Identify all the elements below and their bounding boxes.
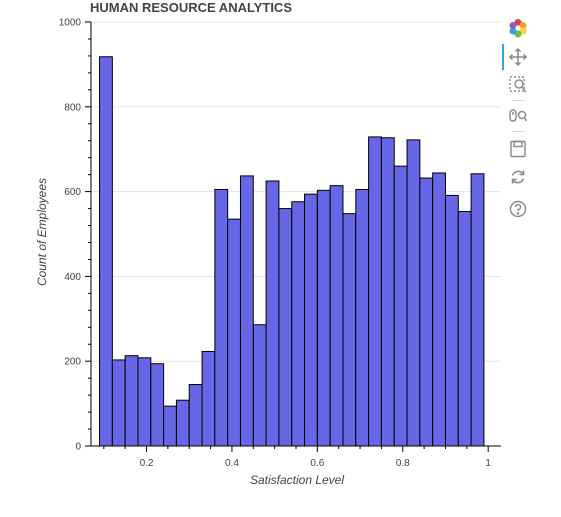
help-icon[interactable] [508, 199, 528, 219]
bokeh-logo-icon[interactable] [508, 18, 528, 38]
y-tick-label: 0 [75, 442, 81, 453]
histogram-bar [444, 194, 459, 447]
y-tick-label: 1000 [59, 18, 82, 29]
y-axis-label: Count of Employees [35, 178, 49, 286]
active-tool-indicator [502, 44, 504, 70]
histogram-bar [163, 405, 177, 447]
histogram-bars [99, 56, 485, 447]
histogram-bar [432, 172, 446, 447]
pan-icon[interactable] [508, 47, 528, 67]
histogram-bar [124, 355, 139, 447]
histogram-bar [406, 139, 421, 447]
histogram-bar [342, 213, 357, 447]
histogram-bar [278, 208, 293, 447]
histogram-bar [175, 399, 190, 447]
reset-icon[interactable] [508, 167, 528, 187]
histogram-bar [316, 189, 331, 447]
histogram-bar [239, 175, 254, 447]
histogram-bar [227, 218, 241, 447]
histogram-bar [368, 136, 382, 447]
histogram-bar [304, 193, 318, 447]
histogram-bar [150, 363, 165, 447]
x-tick-label: 0.4 [225, 458, 239, 469]
histogram-bar [201, 350, 216, 447]
histogram-bar [393, 165, 408, 447]
x-axis-label: Satisfaction Level [250, 473, 344, 487]
x-tick-label: 0.2 [140, 458, 154, 469]
save-icon[interactable] [508, 139, 528, 159]
y-tick-label: 200 [64, 357, 81, 368]
y-tick-label: 400 [64, 272, 81, 283]
toolbar-divider [512, 131, 524, 132]
histogram-bar [265, 180, 280, 447]
chart-toolbar [500, 14, 536, 224]
axes: 0 200 400 600 800 1000 0.2 0.4 0.6 0.8 1 [59, 18, 501, 469]
histogram-bar [419, 177, 434, 447]
x-tick-label: 1 [485, 458, 491, 469]
histogram-bar [188, 384, 203, 447]
x-tick-label: 0.6 [310, 458, 324, 469]
toolbar-divider [512, 100, 524, 101]
histogram-bar [380, 137, 395, 447]
box-zoom-icon[interactable] [508, 75, 528, 95]
histogram-bar [252, 324, 267, 447]
chart-title: HUMAN RESOURCE ANALYTICS [90, 0, 292, 15]
y-tick-label: 600 [64, 187, 81, 198]
histogram-bar [291, 201, 306, 447]
histogram-bar [355, 188, 370, 447]
histogram-bar [99, 56, 113, 447]
histogram-bar [214, 188, 229, 447]
histogram-bar [329, 185, 344, 447]
histogram-bar [457, 211, 472, 447]
x-tick-label: 0.8 [396, 458, 410, 469]
histogram-bar [470, 173, 485, 447]
histogram-bar [137, 357, 152, 447]
y-tick-label: 800 [64, 102, 81, 113]
wheel-zoom-icon[interactable] [508, 107, 528, 127]
histogram-bar [111, 359, 126, 447]
